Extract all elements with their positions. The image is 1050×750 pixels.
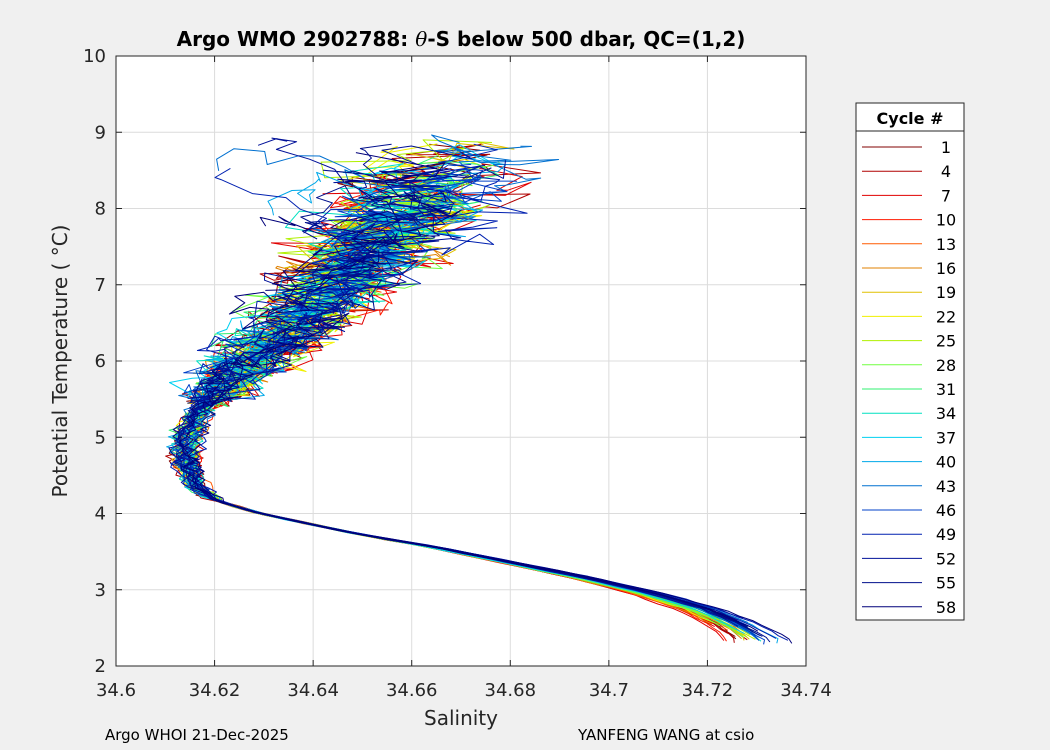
legend-label: 19: [936, 283, 956, 302]
legend-label: 40: [936, 453, 956, 472]
footer-left: Argo WHOI 21-Dec-2025: [105, 726, 289, 744]
legend-label: 1: [941, 138, 951, 157]
x-tick-label: 34.68: [485, 680, 537, 701]
y-axis-label: Potential Temperature ( °C): [48, 225, 72, 498]
legend-label: 25: [936, 332, 956, 351]
y-tick-label: 9: [95, 122, 106, 143]
legend-label: 34: [936, 404, 956, 423]
tick-marks: [115, 55, 807, 667]
legend-label: 31: [936, 380, 956, 399]
x-tick-label: 34.62: [189, 680, 241, 701]
legend-label: 55: [936, 574, 956, 593]
y-tick-label: 3: [95, 580, 106, 601]
legend: Cycle # 1 4 7 10 13 16 19 22 25 28 31 34 37 40 43 46 49 5…: [855, 102, 965, 621]
legend-label: 10: [936, 211, 956, 230]
legend-label: 58: [936, 598, 956, 617]
legend-label: 46: [936, 501, 956, 520]
profile-line-cycle-59: [182, 152, 759, 632]
tick-labels: 34.6 34.62 34.64 34.66 34.68 34.7 34.72 34.74 2 3…: [83, 46, 832, 701]
x-tick-label: 34.64: [287, 680, 339, 701]
x-tick-label: 34.6: [96, 680, 136, 701]
x-tick-label: 34.7: [589, 680, 629, 701]
legend-label: 13: [936, 235, 956, 254]
y-tick-label: 10: [83, 46, 106, 67]
legend-label: 43: [936, 477, 956, 496]
x-axis-label: Salinity: [424, 706, 498, 730]
legend-label: 37: [936, 428, 956, 447]
y-tick-label: 8: [95, 199, 106, 220]
x-tick-label: 34.66: [386, 680, 438, 701]
y-tick-label: 6: [95, 351, 106, 372]
x-tick-label: 34.72: [682, 680, 734, 701]
profile-line-cycle-60: [179, 175, 740, 623]
legend-label: 22: [936, 307, 956, 326]
legend-label: 49: [936, 525, 956, 544]
footer-right: YANFENG WANG at csio: [577, 726, 754, 744]
legend-items: 1 4 7 10 13 16 19 22 25 28 31 34 37 40 43 46 49 52 55 58: [862, 138, 956, 617]
y-tick-label: 7: [95, 275, 106, 296]
profile-lines: [165, 134, 793, 645]
x-tick-label: 34.74: [780, 680, 832, 701]
profile-line-cycle-58: [180, 216, 793, 644]
legend-label: 7: [941, 186, 951, 205]
y-tick-label: 4: [95, 504, 106, 525]
y-tick-label: 5: [95, 427, 106, 448]
y-tick-label: 2: [95, 656, 106, 677]
legend-label: 4: [941, 162, 951, 181]
chart-title: Argo WMO 2902788: θ-S below 500 dbar, QC…: [177, 27, 746, 51]
legend-label: 52: [936, 549, 956, 568]
legend-title: Cycle #: [877, 109, 944, 128]
legend-label: 16: [936, 259, 956, 278]
legend-label: 28: [936, 356, 956, 375]
